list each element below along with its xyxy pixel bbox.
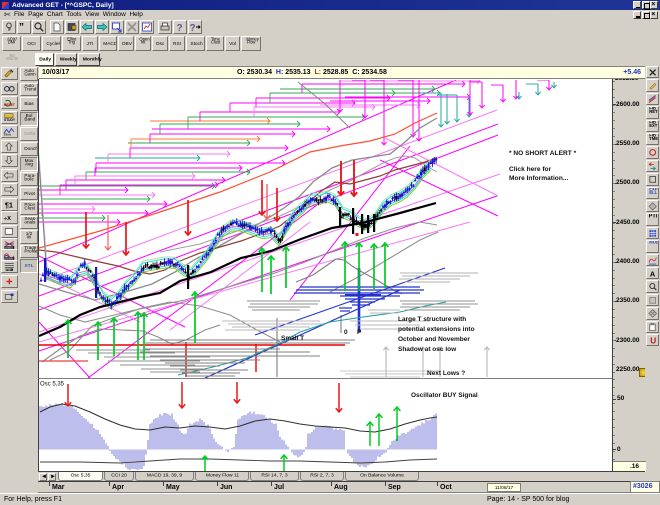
svg-text:U: U <box>650 337 656 346</box>
svg-text:”: ” <box>19 22 24 33</box>
svg-text:¶1: ¶1 <box>5 200 13 209</box>
svg-text:?: ? <box>177 23 183 33</box>
svg-text:October and November: October and November <box>398 336 470 343</box>
svg-text:LINES: LINES <box>5 245 13 249</box>
svg-text:Shadow at osc low: Shadow at osc low <box>398 346 457 353</box>
svg-text:GANN: GANN <box>5 257 13 261</box>
svg-text:Elliott: Elliott <box>4 133 11 137</box>
svg-text:Osc 5,35: Osc 5,35 <box>40 382 65 388</box>
svg-text:0: 0 <box>344 329 348 336</box>
svg-text:?: ? <box>190 23 196 33</box>
svg-text:More Information...: More Information... <box>509 175 569 182</box>
svg-text:Click here for: Click here for <box>509 166 552 173</box>
svg-text:RESET: RESET <box>4 103 15 107</box>
svg-text:÷X: ÷X <box>4 216 11 222</box>
svg-text:Small T: Small T <box>281 335 304 342</box>
svg-text:potential extensions into: potential extensions into <box>398 326 475 333</box>
svg-text:A: A <box>650 269 656 278</box>
svg-text:Next Lows ?: Next Lows ? <box>427 370 465 377</box>
svg-text:Large T structure with: Large T structure with <box>398 316 466 323</box>
svg-text:* NO SHORT ALERT *: * NO SHORT ALERT * <box>509 150 577 157</box>
svg-text:Oscillator BUY Signal: Oscillator BUY Signal <box>411 392 478 399</box>
svg-text:FIB: FIB <box>6 267 10 271</box>
svg-text:STUDY: STUDY <box>4 118 16 122</box>
svg-text:P: P <box>357 329 362 336</box>
